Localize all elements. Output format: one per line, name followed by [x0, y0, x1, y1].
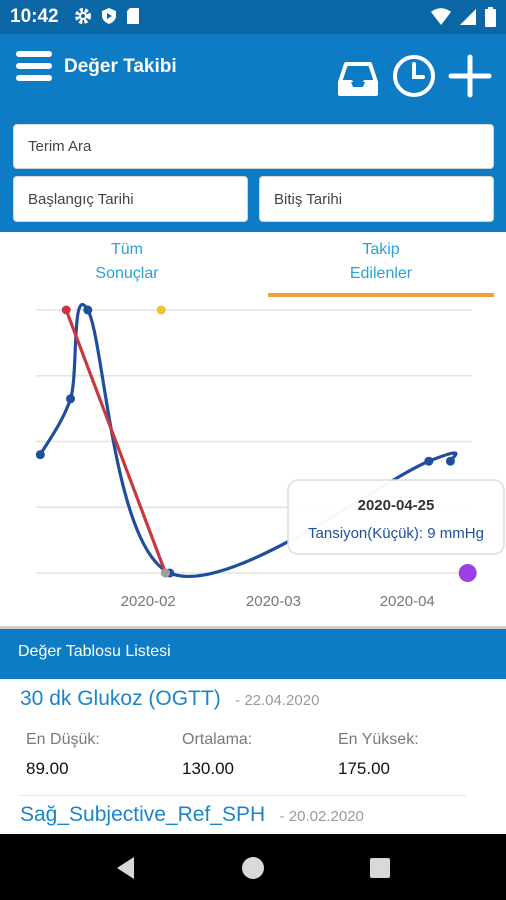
stat-min-value: 89.00 — [26, 759, 69, 778]
wifi-icon — [431, 8, 451, 25]
chart-x-tick-label: 2020-04 — [380, 593, 435, 610]
tab-all-results[interactable]: Tüm Sonuçlar — [14, 232, 240, 298]
tooltip-date: 2020-04-25 — [358, 497, 435, 514]
series-point — [83, 305, 93, 315]
clock-icon[interactable] — [390, 52, 438, 100]
chart-divider — [0, 626, 506, 629]
tooltip-text: Tansiyon(Küçük): 9 mmHg — [308, 525, 484, 542]
tab-followed[interactable]: Takip Edilenler — [268, 232, 494, 298]
stat-max-label: En Yüksek: — [338, 731, 419, 748]
home-icon[interactable] — [239, 854, 267, 882]
stat-max: En Yüksek: 175.00 — [338, 731, 488, 779]
menu-button[interactable] — [14, 46, 54, 86]
shield-icon — [102, 8, 116, 24]
plus-icon[interactable] — [446, 52, 494, 100]
series-point — [445, 456, 455, 466]
page-title: Değer Takibi — [64, 56, 177, 77]
line-chart[interactable]: 2020-02 2020-03 2020-04 2020-04-25 Tansiyon(… — [0, 298, 506, 628]
sd-card-icon — [127, 8, 139, 24]
stat-avg-label: Ortalama: — [182, 731, 253, 748]
chart-tooltip — [287, 479, 505, 555]
chart-point — [458, 564, 477, 582]
tab-all-results-line1: Tüm — [111, 241, 143, 258]
list-header: Değer Tablosu Listesi — [0, 629, 506, 679]
chart-point — [161, 568, 171, 578]
filter-panel — [0, 116, 506, 232]
item-divider — [20, 795, 466, 796]
battery-icon — [485, 7, 496, 27]
end-date-input[interactable] — [274, 190, 493, 208]
chart-area[interactable]: 2020-02 2020-03 2020-04 2020-04-25 Tansiyon(… — [0, 298, 506, 628]
stat-max-value: 175.00 — [338, 759, 390, 778]
item-title[interactable]: Sağ_Subjective_Ref_SPH — [20, 803, 266, 826]
inbox-icon[interactable] — [334, 52, 382, 100]
item-date: - 22.04.2020 — [235, 692, 320, 709]
series-point — [61, 305, 71, 315]
chart-x-tick-label: 2020-02 — [121, 593, 176, 610]
tab-indicator — [268, 293, 494, 297]
tab-bar: Tüm Sonuçlar Takip Edilenler — [0, 232, 506, 298]
item-date: - 20.02.2020 — [279, 808, 364, 825]
end-date-field — [259, 176, 494, 222]
stat-min-label: En Düşük: — [26, 731, 100, 748]
status-bar: 10:42 — [0, 0, 506, 34]
tab-followed-line1: Takip — [362, 241, 400, 258]
app-bar: Değer Takibi — [0, 34, 506, 116]
signal-icon — [460, 9, 476, 25]
start-date-input[interactable] — [28, 190, 247, 208]
recents-icon[interactable] — [366, 854, 394, 882]
value-list[interactable]: 30 dk Glukoz (OGTT) - 22.04.2020 En Düşü… — [0, 679, 506, 834]
back-icon[interactable] — [112, 854, 140, 882]
search-input[interactable] — [28, 138, 493, 155]
series-point — [424, 456, 434, 466]
series-point — [66, 394, 76, 404]
chart-x-tick-label: 2020-03 — [246, 593, 301, 610]
gear-icon — [75, 8, 91, 24]
tab-all-results-line2: Sonuçlar — [95, 265, 159, 282]
series-point — [35, 450, 45, 460]
list-item[interactable]: Sağ_Subjective_Ref_SPH - 20.02.2020 — [20, 803, 470, 827]
search-field — [13, 124, 494, 169]
list-item[interactable]: 30 dk Glukoz (OGTT) - 22.04.2020 — [20, 687, 470, 711]
chart-point — [156, 305, 166, 315]
status-time: 10:42 — [10, 6, 59, 27]
series-line — [64, 308, 168, 575]
stat-min: En Düşük: 89.00 — [26, 731, 176, 779]
stat-avg-value: 130.00 — [182, 759, 234, 778]
system-nav-bar — [0, 834, 506, 900]
tab-followed-line2: Edilenler — [349, 265, 413, 282]
start-date-field — [13, 176, 248, 222]
stat-avg: Ortalama: 130.00 — [182, 731, 332, 779]
item-title[interactable]: 30 dk Glukoz (OGTT) — [20, 687, 221, 710]
